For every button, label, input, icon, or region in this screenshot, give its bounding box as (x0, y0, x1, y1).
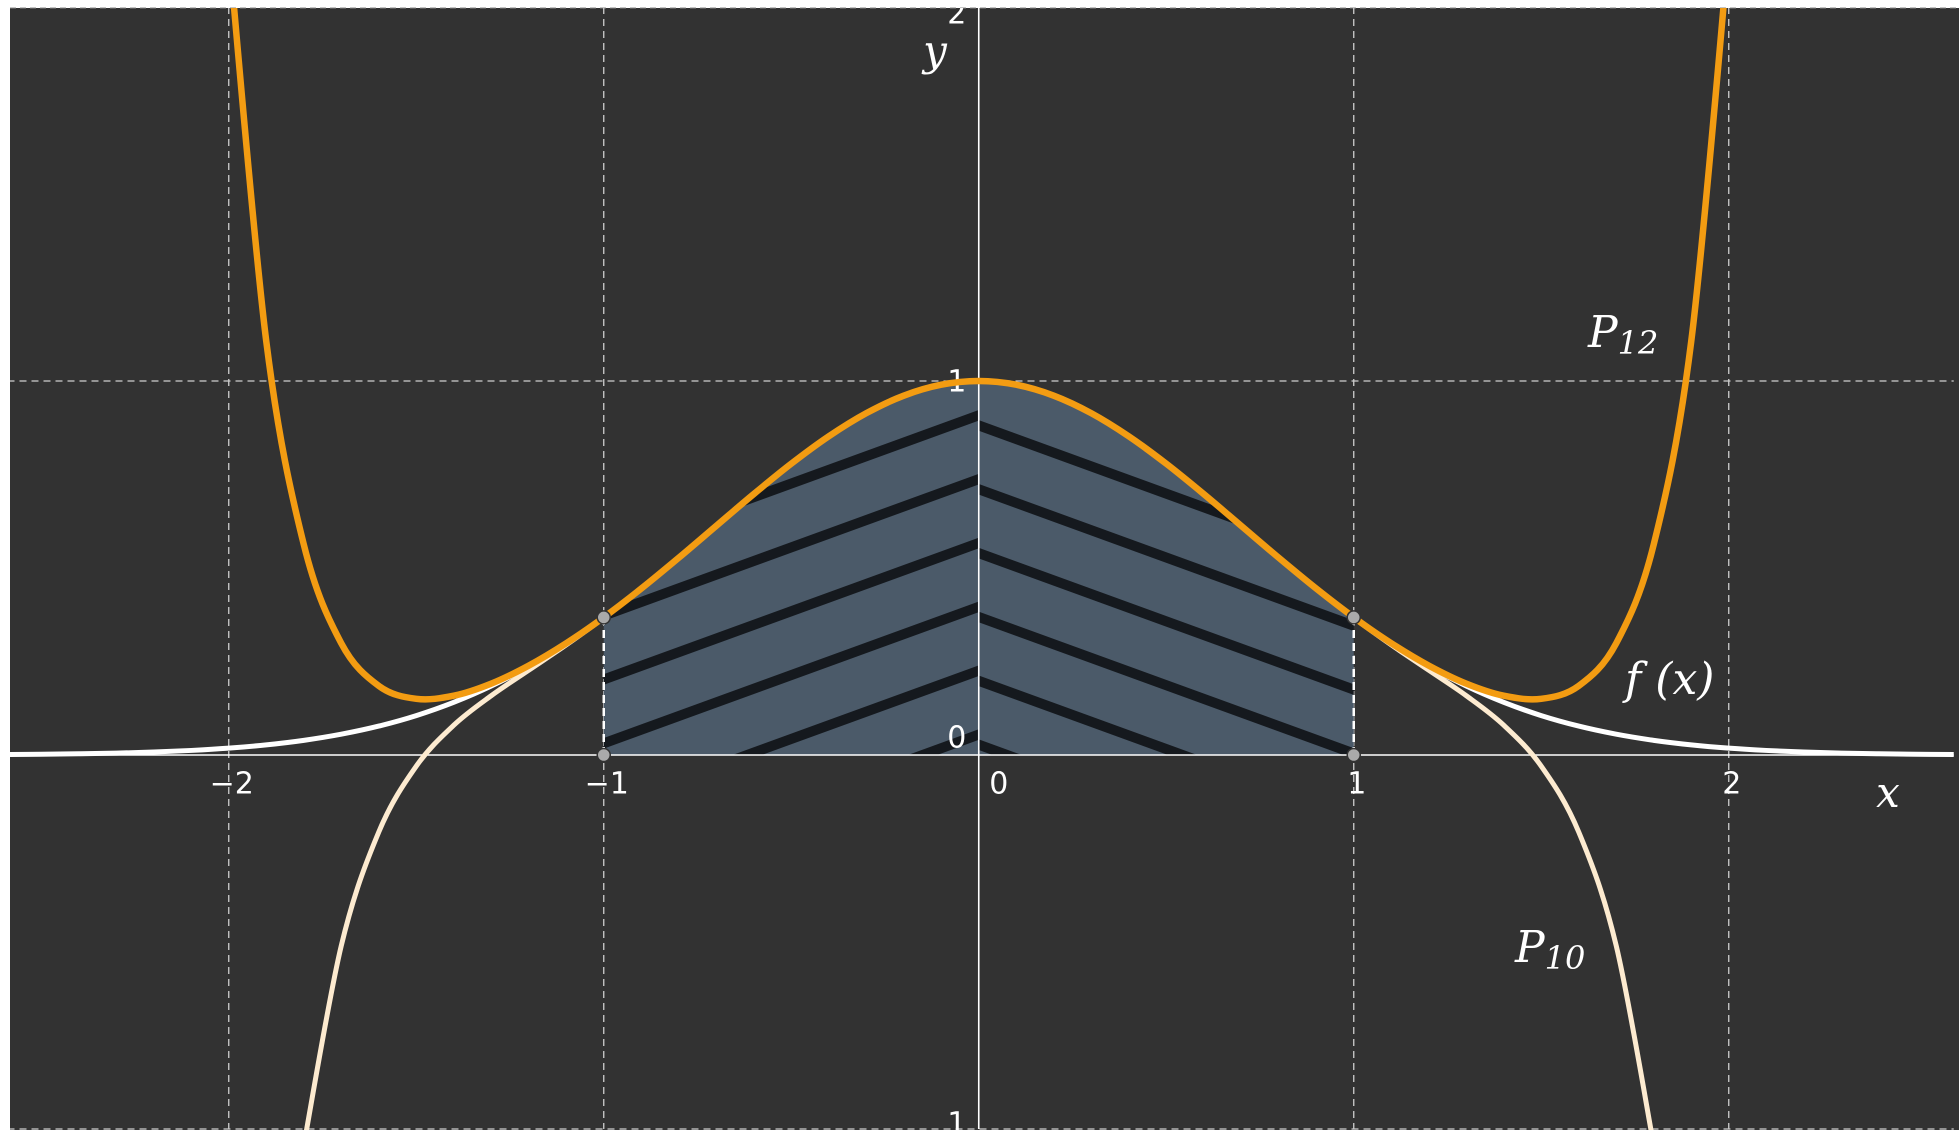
curve-label-main: P (1587, 307, 1619, 358)
point (597, 749, 610, 762)
y-tick-label: 2 (947, 0, 966, 32)
x-tick-label: 2 (1722, 767, 1741, 802)
curve-label-main: f (x) (1622, 654, 1714, 705)
x-tick-label: −2 (210, 767, 254, 802)
curve-label-main: P (1514, 922, 1546, 973)
x-tick-label: 0 (989, 767, 1008, 802)
chart: −2−10121120yxf (x)P10P12 (0, 0, 1959, 1130)
point (1347, 749, 1360, 762)
curve-label-subscript: 12 (1618, 324, 1659, 362)
curve-label-subscript: 10 (1545, 939, 1586, 977)
y-tick-label: 1 (947, 1107, 966, 1130)
x-tick-label: 1 (1347, 767, 1366, 802)
point (597, 611, 610, 624)
x-axis-label: x (1876, 768, 1900, 817)
page: {"chart_data": { "type": "line", "x_labe… (0, 0, 1959, 1130)
y-axis-label: y (921, 26, 948, 75)
x-tick-label: −1 (585, 767, 629, 802)
curve-label: f (x) (1622, 654, 1714, 705)
point (1347, 611, 1360, 624)
y-tick-label: 0 (947, 721, 966, 756)
